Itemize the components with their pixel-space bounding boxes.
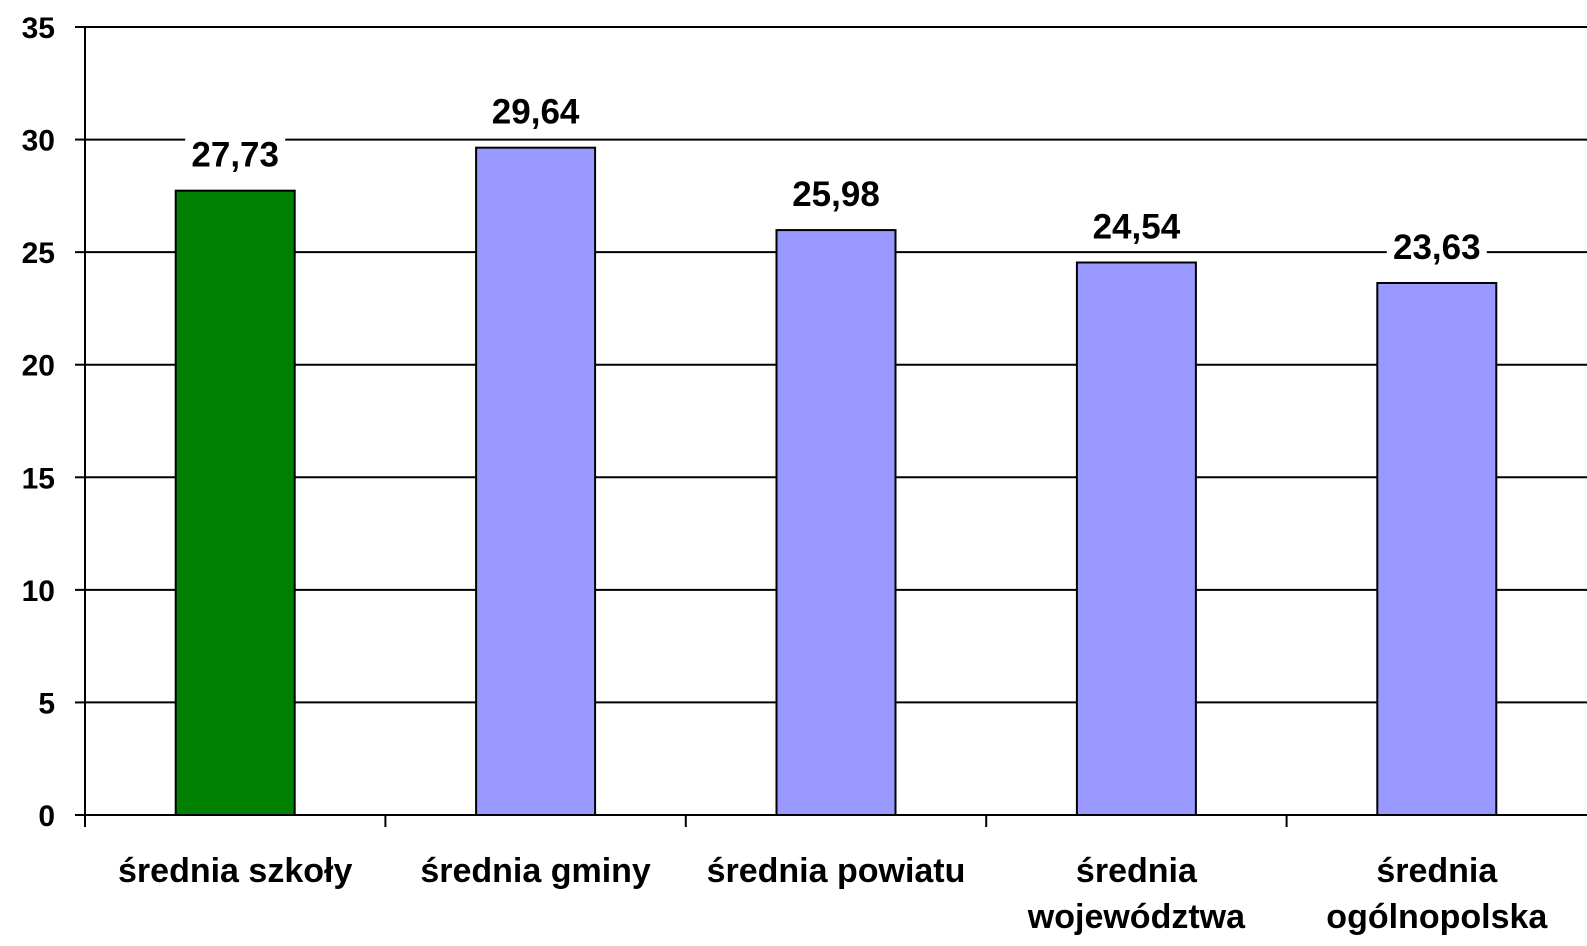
y-tick-label-20: 20 — [22, 350, 55, 383]
data-label-background-3 — [786, 172, 886, 217]
labels: 27,73 średnia szkoły 29,64 średnia gminy 25,… — [118, 89, 1548, 936]
y-tick-label-10: 10 — [22, 575, 55, 608]
data-label-4: 24,54 — [1093, 207, 1181, 246]
category-label-4-line-2: województwa — [1027, 898, 1246, 936]
data-label-1: 27,73 — [191, 136, 279, 175]
y-tick-label-25: 25 — [22, 237, 55, 270]
category-label-5-line-1: średnia — [1376, 852, 1498, 890]
category-label-5-line-2: ogólnopolska — [1326, 898, 1548, 936]
bar-5 — [1376, 281, 1498, 816]
data-label-background-2 — [485, 89, 586, 134]
data-label-background-4 — [1086, 204, 1187, 249]
y-tick-label-5: 5 — [38, 687, 55, 720]
data-label-2: 29,64 — [492, 93, 580, 132]
category-label-1: średnia szkoły — [118, 852, 352, 890]
data-label-3: 25,98 — [792, 175, 880, 214]
data-label-background-5 — [1386, 224, 1487, 269]
axes: 0 5 10 15 20 25 30 35 — [22, 12, 1587, 833]
bar-2 — [475, 146, 597, 816]
y-tick-label-35: 35 — [22, 12, 55, 45]
y-tick-label-30: 30 — [22, 125, 55, 158]
data-label-5: 23,63 — [1393, 228, 1481, 267]
bars — [174, 146, 1498, 817]
category-label-4-line-1: średnia — [1076, 852, 1198, 890]
bar-4 — [1075, 261, 1197, 816]
category-label-3: średnia powiatu — [707, 852, 966, 890]
bar-3 — [775, 229, 897, 816]
category-label-2: średnia gminy — [420, 852, 651, 890]
bar-1 — [174, 189, 296, 817]
y-tick-label-0: 0 — [38, 800, 55, 833]
y-tick-label-15: 15 — [22, 462, 55, 495]
data-label-background-1 — [185, 132, 286, 177]
